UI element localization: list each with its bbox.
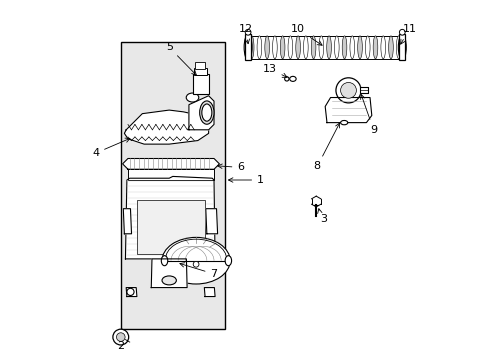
Text: 2: 2 (117, 341, 124, 351)
Ellipse shape (161, 256, 167, 266)
Ellipse shape (249, 36, 253, 59)
Text: 6: 6 (217, 162, 244, 172)
Ellipse shape (349, 36, 354, 59)
Ellipse shape (199, 101, 214, 124)
Bar (128, 168, 214, 180)
Ellipse shape (272, 36, 277, 59)
Ellipse shape (318, 36, 323, 59)
Ellipse shape (257, 36, 261, 59)
Ellipse shape (326, 36, 331, 59)
Circle shape (113, 329, 128, 345)
Ellipse shape (162, 276, 176, 285)
Text: 11: 11 (400, 24, 416, 44)
Text: 5: 5 (165, 42, 196, 75)
Text: 1: 1 (228, 175, 264, 185)
Text: 10: 10 (291, 24, 322, 45)
Ellipse shape (162, 237, 230, 284)
Polygon shape (151, 259, 187, 288)
Polygon shape (204, 288, 215, 297)
Circle shape (193, 261, 199, 267)
Polygon shape (125, 176, 215, 259)
Bar (192, 74, 208, 94)
Ellipse shape (224, 256, 231, 266)
Polygon shape (126, 288, 137, 297)
Polygon shape (325, 98, 371, 123)
Ellipse shape (398, 35, 406, 60)
Bar (193, 68, 207, 75)
Ellipse shape (289, 76, 296, 81)
Circle shape (340, 82, 356, 98)
Polygon shape (205, 209, 217, 234)
Bar (244, 35, 250, 60)
Ellipse shape (365, 36, 369, 59)
Ellipse shape (202, 104, 211, 121)
Text: 13: 13 (262, 64, 286, 77)
Ellipse shape (340, 121, 347, 125)
Ellipse shape (287, 36, 292, 59)
Text: 7: 7 (180, 263, 217, 279)
Text: 9: 9 (360, 95, 376, 135)
Text: 4: 4 (92, 138, 130, 158)
Text: 3: 3 (319, 214, 326, 224)
Ellipse shape (186, 93, 198, 102)
Bar (137, 200, 204, 253)
Bar (121, 42, 224, 329)
Ellipse shape (372, 36, 377, 59)
Ellipse shape (244, 35, 251, 60)
Ellipse shape (380, 36, 385, 59)
Circle shape (126, 288, 134, 296)
Bar (399, 35, 405, 60)
Polygon shape (188, 96, 214, 130)
Circle shape (335, 78, 360, 103)
Text: 8: 8 (313, 123, 339, 171)
Ellipse shape (303, 36, 307, 59)
Circle shape (116, 333, 125, 341)
Polygon shape (124, 110, 208, 144)
Ellipse shape (388, 36, 392, 59)
Ellipse shape (311, 36, 315, 59)
Polygon shape (123, 209, 131, 234)
Ellipse shape (334, 36, 339, 59)
Ellipse shape (295, 36, 300, 59)
Text: 12: 12 (238, 24, 252, 44)
Ellipse shape (280, 36, 285, 59)
Polygon shape (122, 158, 219, 169)
Ellipse shape (264, 36, 269, 59)
Circle shape (244, 30, 250, 35)
Ellipse shape (396, 36, 400, 59)
Polygon shape (360, 87, 367, 93)
Ellipse shape (284, 77, 288, 81)
Ellipse shape (357, 36, 362, 59)
Circle shape (399, 30, 405, 35)
Ellipse shape (342, 36, 346, 59)
Bar (195, 62, 205, 69)
